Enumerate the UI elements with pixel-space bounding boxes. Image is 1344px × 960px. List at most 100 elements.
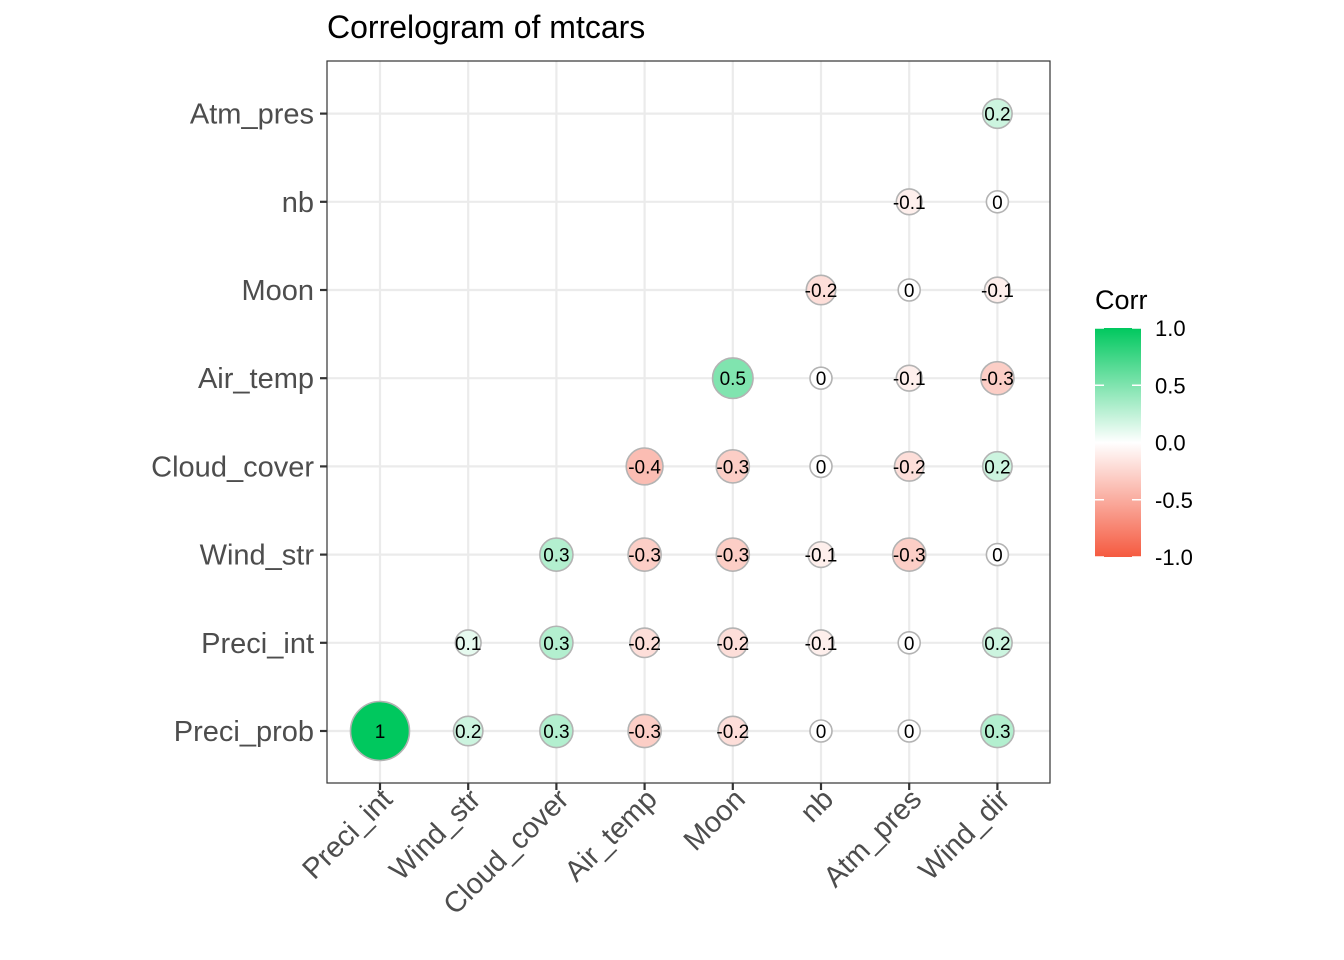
legend-tick-label: -0.5 xyxy=(1155,488,1193,513)
correlation-circle xyxy=(897,719,922,743)
correlation-circle xyxy=(715,449,751,484)
correlation-circle xyxy=(807,540,835,569)
correlation-circle xyxy=(897,630,922,655)
correlation-value-label: -0.2 xyxy=(628,634,661,655)
correlation-value-label: -0.1 xyxy=(893,193,926,214)
legend-tick-label: 0.0 xyxy=(1155,431,1186,456)
y-tick-label: nb xyxy=(282,187,314,219)
correlation-circle xyxy=(980,360,1015,396)
correlation-circle xyxy=(985,542,1010,567)
x-tick-label: Wind_dir xyxy=(913,783,1017,887)
correlation-circle xyxy=(897,278,922,302)
correlation-value-label: -0.1 xyxy=(893,369,926,390)
correlation-circle xyxy=(539,713,574,749)
x-tick-label: nb xyxy=(795,783,840,828)
y-tick-label: Wind_str xyxy=(200,540,315,572)
correlation-value-label: 0.3 xyxy=(543,722,569,743)
correlation-value-label: 0 xyxy=(816,722,827,743)
correlation-circle xyxy=(981,98,1013,130)
correlation-value-label: 0.3 xyxy=(984,722,1010,743)
legend-title: Corr xyxy=(1095,285,1148,315)
correlation-circle xyxy=(981,450,1013,482)
x-tick-label: Air_temp xyxy=(559,783,664,888)
correlation-value-label: 0 xyxy=(816,457,827,478)
correlation-value-label: 0.5 xyxy=(720,369,746,390)
x-tick-label: Preci_int xyxy=(297,783,399,885)
correlation-value-label: -0.3 xyxy=(628,722,661,743)
correlation-circle xyxy=(627,713,662,749)
correlation-circle xyxy=(809,366,833,391)
correlation-circle xyxy=(895,188,923,216)
correlation-circle xyxy=(454,629,482,657)
correlation-value-label: 1 xyxy=(375,722,386,743)
correlation-value-label: 0 xyxy=(904,634,915,655)
correlation-value-label: 0 xyxy=(992,193,1003,214)
correlation-circle xyxy=(349,700,411,762)
y-tick-label: Atm_pres xyxy=(190,99,314,131)
correlation-circle xyxy=(981,627,1013,659)
correlation-circle xyxy=(711,357,754,400)
correlation-value-label: 0.2 xyxy=(984,457,1010,478)
correlation-value-label: 0.1 xyxy=(455,634,481,655)
correlation-circle xyxy=(809,719,833,743)
correlation-circle xyxy=(627,537,662,572)
correlation-value-label: -0.2 xyxy=(716,634,749,655)
correlation-value-label: -0.2 xyxy=(716,722,749,743)
correlation-circle xyxy=(983,276,1012,304)
panel-border xyxy=(326,60,1051,784)
chart-title: Correlogram of mtcars xyxy=(327,9,645,45)
correlation-value-label: -0.4 xyxy=(628,457,661,478)
correlation-circle xyxy=(807,629,835,657)
correlation-circle xyxy=(805,274,837,306)
x-tick-label: Atm_pres xyxy=(818,783,928,893)
grid-lines xyxy=(327,61,1050,783)
legend: Corr 1.0 0.5 0.0 -0.5 -1.0 xyxy=(1095,285,1193,570)
correlation-value-label: -0.1 xyxy=(981,281,1014,302)
correlation-value-label: 0 xyxy=(816,369,827,390)
correlation-circle xyxy=(895,364,923,392)
legend-ticks: 1.0 0.5 0.0 -0.5 -1.0 xyxy=(1095,316,1193,570)
correlation-value-label: 0 xyxy=(992,546,1003,567)
correlation-points: 1 0.2 0.3 -0.3 -0.2 0 0 0.3 0.1 0.3 -0.2 -0.2 -0.1 0 0… xyxy=(349,98,1015,762)
correlation-value-label: -0.2 xyxy=(805,281,838,302)
correlation-value-label: 0.3 xyxy=(543,546,569,567)
correlation-circle xyxy=(539,625,574,661)
correlation-circle xyxy=(452,715,484,747)
correlation-value-label: -0.2 xyxy=(893,457,926,478)
correlation-circle xyxy=(809,454,833,479)
correlation-circle xyxy=(891,537,927,572)
correlation-circle xyxy=(717,627,749,659)
correlation-value-label: -0.1 xyxy=(805,546,838,567)
correlation-circle xyxy=(985,190,1010,214)
correlation-circle xyxy=(893,450,925,482)
correlation-value-label: -0.3 xyxy=(981,369,1014,390)
correlation-circle xyxy=(539,537,574,572)
correlation-value-label: -0.3 xyxy=(893,546,926,567)
correlation-circle xyxy=(980,713,1015,749)
correlation-value-label: 0 xyxy=(904,722,915,743)
correlation-value-label: 0.2 xyxy=(984,634,1010,655)
correlation-value-label: -0.3 xyxy=(716,546,749,567)
correlation-value-label: 0.2 xyxy=(455,722,481,743)
correlation-value-label: -0.1 xyxy=(805,634,838,655)
correlation-value-label: 0.2 xyxy=(984,105,1010,126)
y-tick-label: Preci_int xyxy=(201,628,314,660)
correlation-circle xyxy=(717,715,749,747)
correlation-value-label: 0.3 xyxy=(543,634,569,655)
y-tick-label: Moon xyxy=(241,275,314,307)
correlation-circle xyxy=(625,447,664,486)
x-tick-label: Moon xyxy=(678,783,752,857)
correlation-circle xyxy=(715,537,751,572)
y-axis: Preci_prob Preci_int Wind_str Cloud_cover Ai… xyxy=(151,99,327,748)
legend-tick-label: -1.0 xyxy=(1155,545,1193,570)
correlation-value-label: -0.3 xyxy=(716,457,749,478)
legend-tick-label: 0.5 xyxy=(1155,373,1186,398)
correlation-value-label: -0.3 xyxy=(628,546,661,567)
correlation-value-label: 0 xyxy=(904,281,915,302)
y-tick-label: Air_temp xyxy=(198,363,314,395)
y-tick-label: Preci_prob xyxy=(174,716,314,748)
legend-tick-label: 1.0 xyxy=(1155,316,1186,341)
y-tick-label: Cloud_cover xyxy=(151,451,314,483)
